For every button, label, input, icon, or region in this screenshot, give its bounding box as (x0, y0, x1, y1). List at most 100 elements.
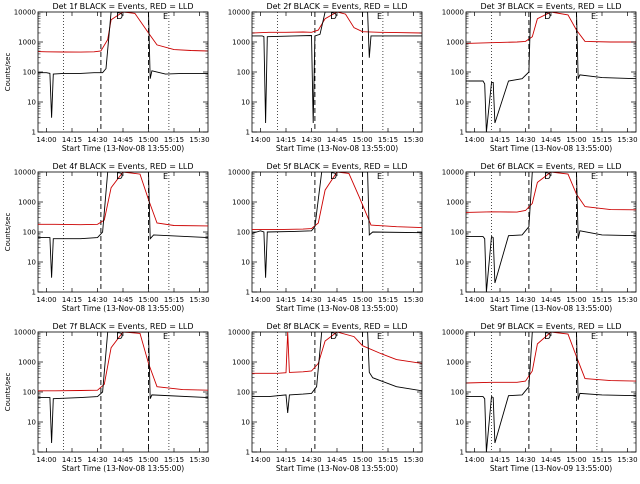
x-tick-label: 15:15 (378, 136, 398, 144)
marker-d: D (116, 12, 123, 22)
x-tick-label: 14:45 (541, 456, 561, 464)
x-tick-label: 15:00 (566, 136, 586, 144)
series-line-events (38, 12, 208, 118)
y-axis-label: Counts/sec (4, 213, 12, 252)
series-line-lld (466, 332, 636, 384)
y-tick-label: 1 (246, 289, 250, 297)
series-line-events (252, 172, 422, 278)
x-tick-label: 14:45 (327, 456, 347, 464)
x-tick-label: 14:15 (62, 136, 82, 144)
x-tick-label: 15:15 (164, 296, 184, 304)
panel-title: Det 3f BLACK = Events, RED = LLD (480, 2, 621, 11)
x-tick-label: 15:15 (592, 296, 612, 304)
marker-e: E (163, 332, 168, 341)
x-tick-label: 14:15 (276, 456, 296, 464)
x-tick-label: 15:00 (352, 296, 372, 304)
y-tick-label: 100 (451, 229, 464, 237)
y-tick-label: 1 (246, 449, 250, 457)
series-line-events (252, 12, 422, 124)
y-tick-label: 10 (27, 99, 36, 107)
panel-title: Det 7f BLACK = Events, RED = LLD (52, 322, 193, 331)
y-tick-label: 100 (23, 229, 36, 237)
x-tick-label: 15:00 (352, 456, 372, 464)
y-tick-label: 10000 (14, 9, 36, 17)
series-line-lld (252, 332, 422, 374)
x-tick-label: 14:45 (327, 136, 347, 144)
x-tick-label: 14:15 (62, 296, 82, 304)
series-line-events (466, 332, 636, 452)
x-tick-label: 15:00 (138, 136, 158, 144)
x-tick-label: 14:00 (250, 456, 270, 464)
marker-e: E (377, 12, 382, 21)
y-tick-label: 10000 (442, 9, 464, 17)
x-tick-label: 14:15 (490, 296, 510, 304)
x-tick-label: 15:00 (566, 296, 586, 304)
y-tick-label: 10 (455, 99, 464, 107)
y-tick-label: 10000 (14, 169, 36, 177)
x-tick-label: 14:45 (113, 296, 133, 304)
series-line-events (252, 332, 422, 414)
marker-e: E (591, 12, 596, 21)
x-tick-label: 14:15 (62, 456, 82, 464)
x-axis-label: Start Time (13-Nov-08 13:55:00) (62, 304, 184, 313)
series-line-events (466, 172, 636, 292)
x-tick-label: 15:00 (138, 296, 158, 304)
x-tick-label: 14:00 (464, 296, 484, 304)
x-tick-label: 15:15 (592, 456, 612, 464)
y-tick-label: 1000 (18, 359, 36, 367)
series-line-lld (252, 12, 422, 34)
x-tick-label: 15:15 (164, 136, 184, 144)
x-tick-label: 14:30 (87, 456, 107, 464)
y-tick-label: 1000 (232, 39, 250, 47)
x-axis-label: Start Time (13-Nov-08 13:55:00) (276, 144, 398, 153)
x-axis-label: Start Time (13-Nov-08 13:55:00) (276, 304, 398, 313)
y-tick-label: 1000 (18, 199, 36, 207)
y-tick-label: 100 (237, 229, 250, 237)
marker-d: D (330, 172, 337, 182)
y-tick-label: 10 (241, 99, 250, 107)
x-tick-label: 15:00 (352, 136, 372, 144)
x-tick-label: 14:15 (490, 456, 510, 464)
y-tick-label: 10 (455, 419, 464, 427)
x-tick-label: 15:15 (164, 456, 184, 464)
series-line-events (38, 172, 208, 278)
panel-title: Det 2f BLACK = Events, RED = LLD (266, 2, 407, 11)
y-tick-label: 100 (23, 389, 36, 397)
x-tick-label: 15:15 (378, 296, 398, 304)
marker-d: D (544, 332, 551, 342)
x-tick-label: 14:00 (36, 296, 56, 304)
series-line-lld (38, 332, 208, 392)
x-tick-label: 14:00 (250, 296, 270, 304)
y-tick-label: 100 (237, 389, 250, 397)
marker-e: E (591, 332, 596, 341)
y-tick-label: 1 (32, 449, 36, 457)
y-tick-label: 1000 (232, 359, 250, 367)
panel-title: Det 5f BLACK = Events, RED = LLD (266, 162, 407, 171)
series-line-lld (466, 172, 636, 213)
x-tick-label: 14:15 (276, 296, 296, 304)
x-tick-label: 15:30 (617, 456, 637, 464)
y-tick-label: 10000 (14, 329, 36, 337)
x-tick-label: 14:45 (327, 296, 347, 304)
x-tick-label: 14:30 (87, 296, 107, 304)
x-tick-label: 14:00 (36, 456, 56, 464)
x-tick-label: 15:30 (403, 136, 423, 144)
y-tick-label: 1000 (446, 359, 464, 367)
marker-d: D (544, 172, 551, 182)
x-axis-label: Start Time (13-Nov-08 13:55:00) (62, 144, 184, 153)
y-tick-label: 1 (32, 129, 36, 137)
x-tick-label: 14:45 (113, 136, 133, 144)
y-tick-label: 1 (460, 449, 464, 457)
x-tick-label: 14:30 (87, 136, 107, 144)
x-tick-label: 15:00 (566, 456, 586, 464)
series-line-lld (38, 12, 208, 53)
x-tick-label: 14:00 (464, 456, 484, 464)
series-line-events (38, 332, 208, 444)
y-tick-label: 1000 (446, 39, 464, 47)
x-tick-label: 15:30 (189, 456, 209, 464)
y-tick-label: 100 (451, 389, 464, 397)
